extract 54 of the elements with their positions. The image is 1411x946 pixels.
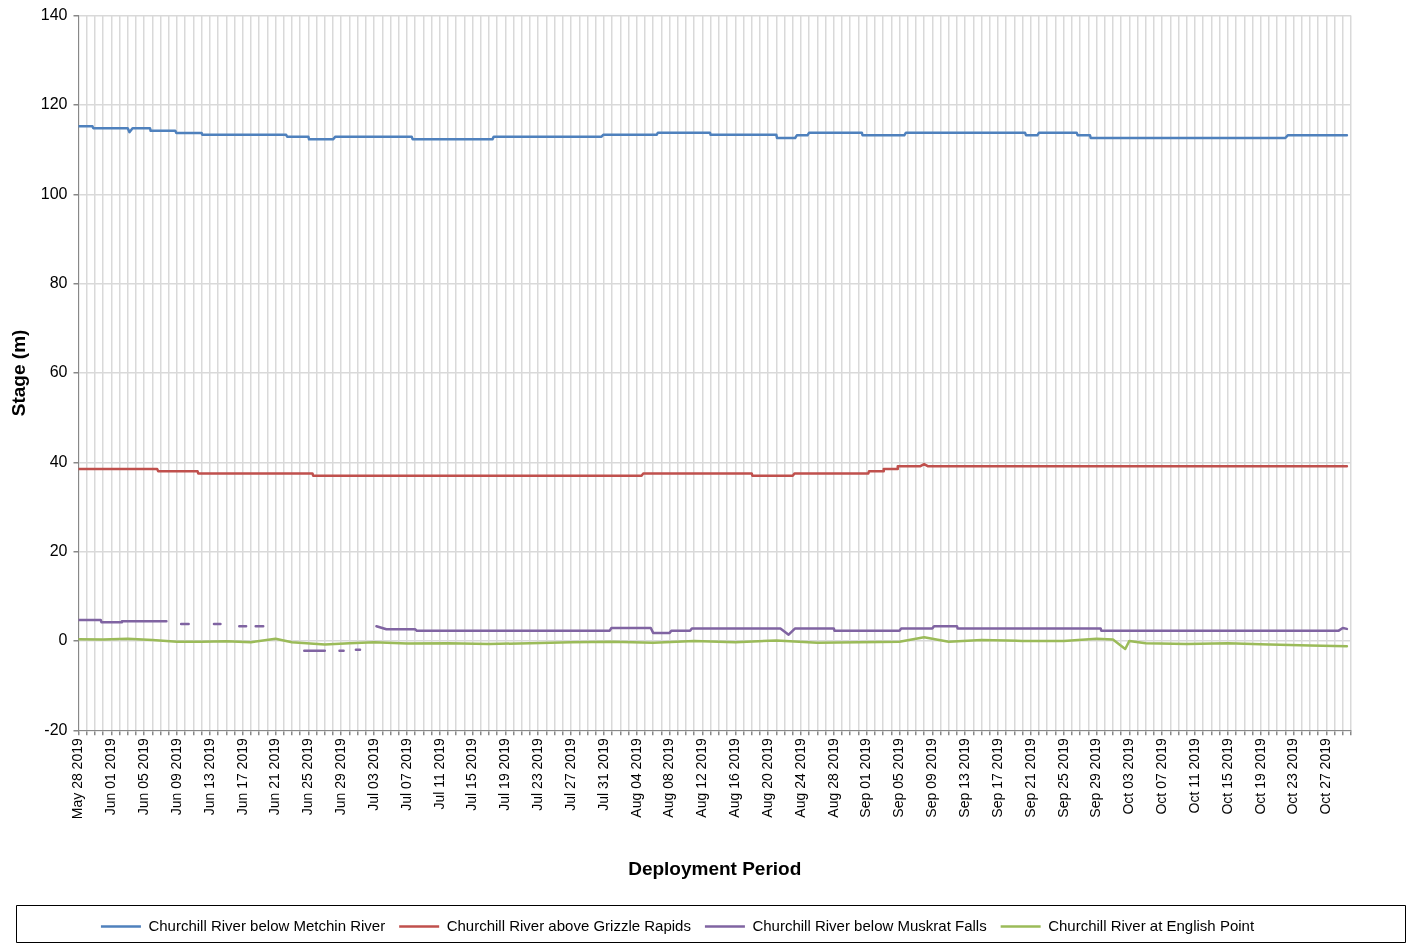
x-tick-label: Aug 04 2019 [627,738,644,818]
legend-label: Churchill River below Muskrat Falls [752,916,987,934]
x-tick-label: Aug 12 2019 [693,738,710,818]
x-tick-label: Jul 31 2019 [594,738,611,811]
x-tick-label: Oct 19 2019 [1251,738,1268,815]
y-tick-label: 100 [40,184,68,202]
x-tick-label: Jun 13 2019 [200,738,217,816]
y-tick-label: 20 [49,542,68,559]
x-tick-label: Oct 03 2019 [1120,738,1137,815]
y-tick-label: 80 [49,274,68,291]
y-tick-label: 140 [40,6,68,24]
x-tick-label: Jun 09 2019 [167,738,184,816]
x-tick-label: Sep 13 2019 [956,738,972,818]
y-axis-title: Stage (m) [7,329,29,417]
x-tick-label: Jun 05 2019 [135,738,152,816]
x-tick-label: Jul 23 2019 [529,738,546,811]
x-tick-label: Sep 29 2019 [1087,738,1104,818]
x-tick-label: Jul 07 2019 [397,738,414,811]
x-tick-label: Aug 16 2019 [726,738,743,818]
x-tick-label: Oct 15 2019 [1218,738,1235,815]
x-tick-label: Oct 11 2019 [1185,738,1202,814]
x-tick-label: Aug 28 2019 [824,738,841,818]
x-tick-label: Jun 17 2019 [233,738,250,816]
x-tick-label: Sep 01 2019 [857,738,874,818]
x-tick-label: Jul 03 2019 [364,738,381,811]
x-tick-label: Sep 21 2019 [1021,738,1038,818]
x-tick-label: Jun 21 2019 [266,738,283,816]
x-tick-label: Jun 29 2019 [332,738,349,816]
legend-label: Churchill River above Grizzle Rapids [446,916,691,934]
legend-label: Churchill River at English Point [1048,916,1255,934]
y-tick-label: 120 [40,95,68,113]
legend-label: Churchill River below Metchin River [148,916,386,934]
x-tick-label: Oct 27 2019 [1317,738,1334,815]
y-tick-label: 0 [58,631,68,649]
x-tick-label: Sep 17 2019 [988,738,1005,818]
x-tick-label: Aug 24 2019 [791,738,808,818]
x-tick-label: Jun 01 2019 [102,738,119,816]
x-tick-label: Jun 25 2019 [299,738,316,816]
x-tick-label: Jul 11 2019 [430,738,447,810]
x-tick-label: Oct 07 2019 [1153,738,1170,815]
x-tick-label: Oct 23 2019 [1284,738,1301,815]
x-tick-label: Aug 08 2019 [660,738,677,818]
x-tick-label: Jul 27 2019 [561,738,578,811]
x-tick-label: Jul 15 2019 [463,738,480,811]
x-tick-label: Sep 25 2019 [1054,738,1071,818]
y-tick-label: 40 [49,452,68,470]
y-tick-label: 60 [49,363,68,381]
x-tick-label: Aug 20 2019 [758,738,775,818]
x-axis-title: Deployment Period [628,857,802,879]
x-tick-label: Jul 19 2019 [496,738,513,811]
y-tick-label: -20 [44,720,68,738]
x-tick-label: Sep 09 2019 [923,738,940,818]
x-tick-label: May 28 2019 [69,738,86,820]
x-tick-label: Sep 05 2019 [890,738,907,818]
